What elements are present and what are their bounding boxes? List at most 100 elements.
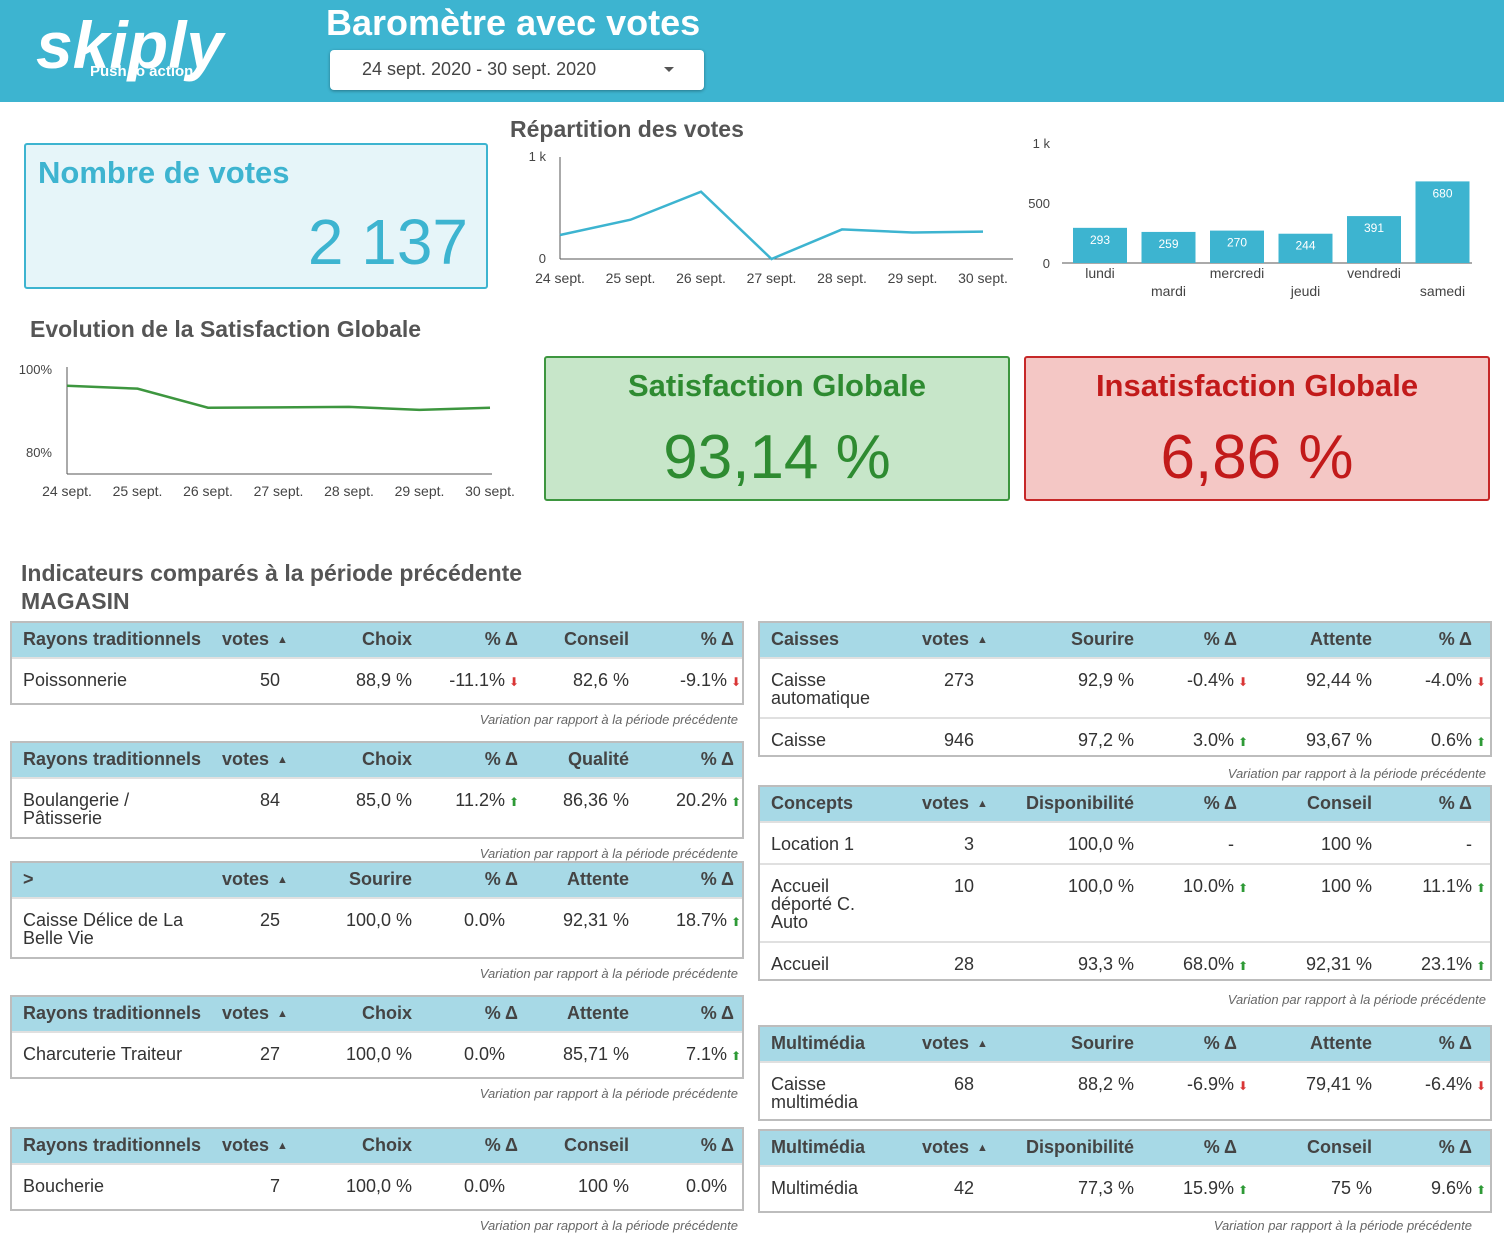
cell-text: 0.0% xyxy=(463,1044,505,1064)
sort-ascending-icon[interactable]: ▲ xyxy=(277,874,288,886)
cell-text: 100,0 % xyxy=(345,910,412,930)
column-header-category[interactable]: Rayons traditionnels xyxy=(23,1004,201,1022)
column-header[interactable]: Attente xyxy=(1310,630,1372,648)
column-header[interactable]: % Δ xyxy=(485,750,518,768)
satisfaction-label: Satisfaction Globale xyxy=(627,368,926,403)
column-header[interactable]: Disponibilité xyxy=(1026,794,1134,812)
column-header-votes[interactable]: votes ▲ xyxy=(222,750,288,771)
bar[interactable] xyxy=(1278,233,1333,263)
column-header[interactable]: % Δ xyxy=(1439,630,1472,648)
table-row[interactable]: Caisse multimédia 68 88,2 % -6.9% ⬇ 79,41 % -6… xyxy=(760,1061,1490,1121)
column-header[interactable]: Attente xyxy=(567,870,629,888)
repartition-line-chart[interactable]: 1 k 0 24 sept. 25 sept. 26 sept. 27 sept. 28 s… xyxy=(510,140,1020,300)
column-header[interactable]: % Δ xyxy=(485,1136,518,1154)
column-header[interactable]: % Δ xyxy=(1204,630,1237,648)
column-header[interactable]: Conseil xyxy=(564,630,629,648)
column-header[interactable]: Sourire xyxy=(349,870,412,888)
sort-ascending-icon[interactable]: ▲ xyxy=(277,1140,288,1152)
cell-text: 9.6% xyxy=(1430,1178,1472,1198)
column-header[interactable]: Choix xyxy=(362,750,412,768)
table-row[interactable]: Charcuterie Traiteur 27 100,0 % 0.0% 85,71 %… xyxy=(12,1031,742,1079)
column-header[interactable]: % Δ xyxy=(1204,794,1237,812)
series-line[interactable] xyxy=(66,384,491,412)
bar[interactable] xyxy=(1347,216,1401,263)
cell-text: 11.1% xyxy=(1422,876,1472,896)
column-header[interactable]: % Δ xyxy=(1439,794,1472,812)
chevron-down-icon[interactable] xyxy=(664,67,674,72)
series-line[interactable] xyxy=(559,190,984,261)
date-range-picker[interactable]: 24 sept. 2020 - 30 sept. 2020 xyxy=(330,50,704,90)
column-header[interactable]: % Δ xyxy=(701,870,734,888)
column-header[interactable]: % Δ xyxy=(701,630,734,648)
column-header[interactable]: % Δ xyxy=(485,630,518,648)
column-header[interactable]: % Δ xyxy=(1439,1138,1472,1156)
column-header-label: Attente xyxy=(567,1003,629,1023)
column-header[interactable]: Choix xyxy=(362,1004,412,1022)
metric-value: 82,6 % xyxy=(573,671,629,689)
votes-value: 273 xyxy=(944,671,974,689)
column-header[interactable]: Attente xyxy=(1310,1034,1372,1052)
column-header-votes[interactable]: votes ▲ xyxy=(922,1034,988,1055)
column-header[interactable]: Choix xyxy=(362,630,412,648)
column-header[interactable]: Conseil xyxy=(1307,1138,1372,1156)
column-header-category[interactable]: Concepts xyxy=(771,794,853,812)
column-header[interactable]: % Δ xyxy=(485,870,518,888)
column-header[interactable]: % Δ xyxy=(1439,1034,1472,1052)
bar[interactable] xyxy=(1415,181,1470,263)
column-header-category[interactable]: Multimédia xyxy=(771,1034,865,1052)
column-header-votes[interactable]: votes ▲ xyxy=(222,630,288,651)
column-header-category[interactable]: Caisses xyxy=(771,630,839,648)
column-header[interactable]: Choix xyxy=(362,1136,412,1154)
column-header[interactable]: Sourire xyxy=(1071,630,1134,648)
table-row[interactable]: Caisse automatique 273 92,9 % -0.4% ⬇ 92,44 %… xyxy=(760,657,1490,717)
column-header[interactable]: % Δ xyxy=(701,1004,734,1022)
sort-ascending-icon[interactable]: ▲ xyxy=(977,634,988,646)
satisfaction-evolution-chart[interactable]: 100% 80% 24 sept. 25 sept. 26 sept. 27 sept. 2… xyxy=(0,355,530,505)
column-header-category[interactable]: Rayons traditionnels xyxy=(23,630,201,648)
table-row[interactable]: Boucherie 7 100,0 % 0.0% 100 % 0.0% xyxy=(12,1163,742,1211)
delta-value: 11.1% ⬆ xyxy=(1422,876,1486,897)
sort-ascending-icon[interactable]: ▲ xyxy=(277,634,288,646)
column-header[interactable]: % Δ xyxy=(1204,1138,1237,1156)
column-header-votes[interactable]: votes ▲ xyxy=(922,630,988,651)
column-header-votes[interactable]: votes ▲ xyxy=(222,1004,288,1025)
column-header-votes[interactable]: votes ▲ xyxy=(222,870,288,891)
column-header-votes[interactable]: votes ▲ xyxy=(922,794,988,815)
column-header[interactable]: % Δ xyxy=(485,1004,518,1022)
table-row[interactable]: Accueil déporté C. Auto 10 100,0 % 10.0% ⬆ 10… xyxy=(760,863,1490,941)
column-header-category[interactable]: Multimédia xyxy=(771,1138,865,1156)
cell-text: 88,2 % xyxy=(1077,1074,1134,1094)
column-header[interactable]: % Δ xyxy=(701,1136,734,1154)
table-row[interactable]: Accueil 28 93,3 % 68.0% ⬆ 92,31 % 23.1% ⬆ xyxy=(760,941,1490,981)
column-header[interactable]: Attente xyxy=(567,1004,629,1022)
sort-ascending-icon[interactable]: ▲ xyxy=(277,754,288,766)
column-header-votes[interactable]: votes ▲ xyxy=(922,1138,988,1159)
column-header[interactable]: Qualité xyxy=(568,750,629,768)
table-row[interactable]: Boulangerie / Pâtisserie 84 85,0 % 11.2% ⬆ 86… xyxy=(12,777,742,839)
table-row[interactable]: Caisse 946 97,2 % 3.0% ⬆ 93,67 % 0.6% ⬆ xyxy=(760,717,1490,757)
table-header: Rayons traditionnels votes ▲ Choix % Δ Attent… xyxy=(12,997,742,1031)
bar[interactable] xyxy=(1073,227,1127,263)
table-row[interactable]: Location 1 3 100,0 % - 100 % - xyxy=(760,821,1490,863)
column-header[interactable]: % Δ xyxy=(701,750,734,768)
bar[interactable] xyxy=(1141,231,1196,263)
table-row[interactable]: Caisse Délice de La Belle Vie 25 100,0 % 0.… xyxy=(12,897,742,959)
column-header[interactable]: Disponibilité xyxy=(1026,1138,1134,1156)
column-header-category[interactable]: Rayons traditionnels xyxy=(23,750,201,768)
column-header-category[interactable]: > xyxy=(23,870,34,888)
bar[interactable] xyxy=(1210,230,1264,263)
sort-ascending-icon[interactable]: ▲ xyxy=(977,1142,988,1154)
column-header[interactable]: Sourire xyxy=(1071,1034,1134,1052)
sort-ascending-icon[interactable]: ▲ xyxy=(977,1038,988,1050)
table-row[interactable]: Poissonnerie 50 88,9 % -11.1% ⬇ 82,6 % -9.1% ⬇ xyxy=(12,657,742,705)
column-header-label: % Δ xyxy=(1438,1033,1472,1053)
sort-ascending-icon[interactable]: ▲ xyxy=(277,1008,288,1020)
sort-ascending-icon[interactable]: ▲ xyxy=(977,798,988,810)
column-header-votes[interactable]: votes ▲ xyxy=(222,1136,288,1157)
column-header[interactable]: % Δ xyxy=(1204,1034,1237,1052)
column-header-category[interactable]: Rayons traditionnels xyxy=(23,1136,201,1154)
table-row[interactable]: Multimédia 42 77,3 % 15.9% ⬆ 75 % 9.6% ⬆ xyxy=(760,1165,1490,1213)
votes-by-day-bar-chart[interactable]: 1 k 500 0 293 lundi 259 mardi 270 mercredi 244 jeu… xyxy=(1010,126,1504,310)
column-header[interactable]: Conseil xyxy=(564,1136,629,1154)
column-header[interactable]: Conseil xyxy=(1307,794,1372,812)
